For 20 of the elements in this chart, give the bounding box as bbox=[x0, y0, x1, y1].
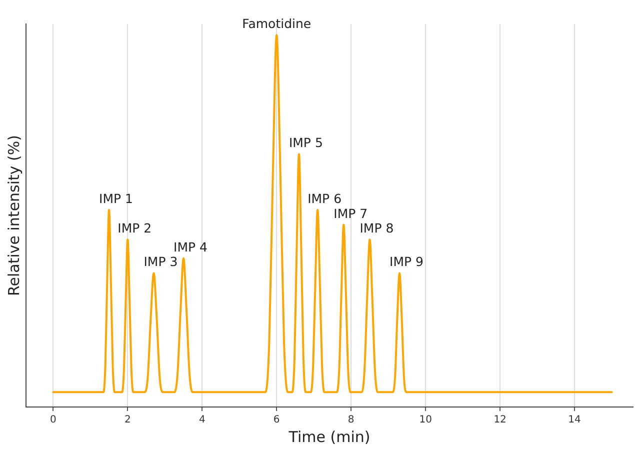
x-tick-label: 0 bbox=[50, 414, 56, 426]
annotation: Famotidine bbox=[242, 16, 312, 32]
annotation: IMP 8 bbox=[360, 220, 394, 236]
annotation: IMP 2 bbox=[118, 220, 152, 236]
annotation: IMP 6 bbox=[308, 190, 342, 206]
x-tick-label: 14 bbox=[568, 414, 581, 426]
annotation: IMP 3 bbox=[144, 254, 178, 270]
x-tick-label: 10 bbox=[419, 414, 432, 426]
annotation: IMP 7 bbox=[334, 206, 368, 221]
annotation: IMP 9 bbox=[390, 254, 424, 270]
annotation: IMP 4 bbox=[174, 239, 208, 254]
y-axis-title: Relative intensity (%) bbox=[4, 134, 23, 296]
x-tick-label: 8 bbox=[348, 414, 354, 426]
x-tick-label: 12 bbox=[494, 414, 506, 426]
x-tick-label: 2 bbox=[124, 414, 131, 426]
x-axis-title: Time (min) bbox=[288, 428, 370, 446]
annotation: IMP 1 bbox=[99, 190, 133, 206]
x-tick-label: 4 bbox=[198, 414, 206, 426]
x-tick-label: 6 bbox=[273, 414, 280, 426]
annotation: IMP 5 bbox=[288, 135, 323, 150]
